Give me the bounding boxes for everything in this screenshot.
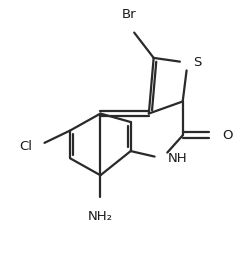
Text: O: O bbox=[222, 129, 232, 142]
Text: Br: Br bbox=[122, 8, 137, 21]
Text: NH₂: NH₂ bbox=[88, 210, 113, 223]
Text: S: S bbox=[193, 56, 201, 69]
Text: Cl: Cl bbox=[19, 140, 32, 153]
Text: NH: NH bbox=[167, 152, 187, 165]
